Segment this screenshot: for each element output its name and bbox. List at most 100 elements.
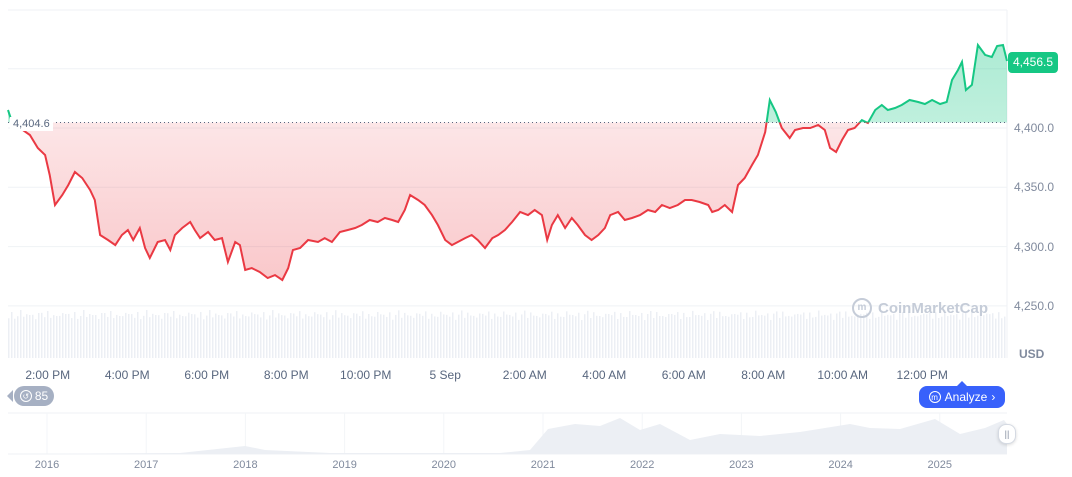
volume-bar — [278, 313, 280, 358]
volume-bar — [305, 314, 307, 358]
volume-bar — [761, 314, 763, 358]
y-tick-label: 4,350.0 — [1014, 180, 1055, 195]
volume-bar — [722, 316, 724, 358]
volume-bar — [245, 316, 247, 358]
volume-bar — [44, 317, 46, 358]
volume-bar — [908, 311, 910, 358]
volume-bar — [59, 315, 61, 358]
volume-bar — [605, 313, 607, 358]
volume-bar — [674, 314, 676, 358]
volume-bar — [542, 313, 544, 358]
volume-bar — [302, 318, 304, 358]
indicator-count-button[interactable]: ↺ 85 — [7, 386, 54, 406]
volume-bar — [713, 311, 715, 358]
volume-bar — [980, 316, 982, 358]
volume-bar — [41, 312, 43, 358]
volume-bar — [203, 319, 205, 358]
volume-bar — [641, 312, 643, 358]
volume-bar — [416, 313, 418, 358]
volume-bar — [854, 316, 856, 358]
volume-bar — [830, 313, 832, 358]
volume-bar — [704, 313, 706, 358]
volume-bar — [818, 310, 820, 358]
volume-bar — [995, 318, 997, 358]
volume-bar — [746, 312, 748, 358]
volume-bar — [851, 315, 853, 358]
cmc-ai-icon: m — [928, 391, 941, 403]
volume-bar — [671, 313, 673, 358]
volume-bar — [230, 313, 232, 358]
volume-bar — [119, 316, 121, 358]
navigator-history-area — [8, 418, 1007, 454]
volume-bar — [563, 316, 565, 358]
volume-bar — [611, 315, 613, 358]
volume-bar — [80, 316, 82, 358]
volume-bar — [545, 313, 547, 358]
volume-bar — [647, 314, 649, 358]
volume-bar — [731, 314, 733, 358]
volume-bar — [548, 315, 550, 358]
volume-bar — [377, 311, 379, 358]
volume-bar — [128, 314, 130, 358]
volume-bar — [344, 315, 346, 358]
volume-bar — [764, 315, 766, 358]
volume-bar — [707, 319, 709, 358]
volume-bar — [347, 315, 349, 358]
volume-bar — [92, 315, 94, 358]
navigator-year-label: 2022 — [629, 459, 655, 471]
volume-bar — [287, 318, 289, 358]
x-tick-label: 10:00 PM — [340, 368, 392, 382]
volume-bar — [50, 317, 52, 358]
volume-bar — [518, 319, 520, 358]
volume-bar — [389, 312, 391, 358]
volume-bar — [98, 318, 100, 358]
volume-bar — [938, 318, 940, 358]
volume-bar — [590, 317, 592, 358]
analyze-button[interactable]: m Analyze › — [919, 381, 1005, 408]
volume-bar — [527, 317, 529, 358]
volume-bar — [482, 313, 484, 358]
volume-bar — [848, 316, 850, 358]
volume-bar — [68, 313, 70, 358]
volume-bar — [737, 314, 739, 358]
volume-bar — [215, 313, 217, 358]
volume-bar — [281, 315, 283, 358]
current-price-badge: 4,456.5 — [1008, 52, 1058, 73]
x-tick-label: 4:00 AM — [582, 368, 627, 382]
volume-bar — [404, 312, 406, 358]
navigator-year-label: 2025 — [927, 459, 953, 471]
price-line-down — [11, 122, 870, 282]
volume-bar — [758, 315, 760, 358]
volume-bar — [140, 319, 142, 358]
volume-bar — [587, 310, 589, 358]
volume-bar — [101, 313, 103, 358]
volume-bar — [11, 312, 13, 358]
volume-bar — [161, 318, 163, 358]
x-tick-label: 6:00 AM — [661, 368, 706, 382]
volume-bar — [38, 313, 40, 358]
volume-bar — [425, 311, 427, 358]
volume-bar — [497, 316, 499, 358]
volume-bar — [440, 311, 442, 358]
volume-bar — [500, 316, 502, 358]
volume-bar — [608, 313, 610, 358]
volume-bar — [491, 318, 493, 358]
volume-bar — [986, 313, 988, 358]
volume-bar — [623, 316, 625, 358]
volume-bar — [473, 315, 475, 358]
volume-bar — [227, 313, 229, 358]
volume-bar — [656, 311, 658, 358]
volume-bar — [899, 313, 901, 358]
volume-bar — [206, 315, 208, 358]
volume-bar — [182, 316, 184, 358]
navigator-drag-handle[interactable]: || — [998, 424, 1016, 444]
volume-bar — [989, 314, 991, 358]
volume-bar — [350, 318, 352, 358]
volume-bar — [242, 314, 244, 358]
volume-bar — [740, 312, 742, 358]
volume-bar — [431, 313, 433, 358]
volume-bar — [419, 313, 421, 358]
volume-bar — [47, 311, 49, 358]
volume-bar — [782, 311, 784, 358]
